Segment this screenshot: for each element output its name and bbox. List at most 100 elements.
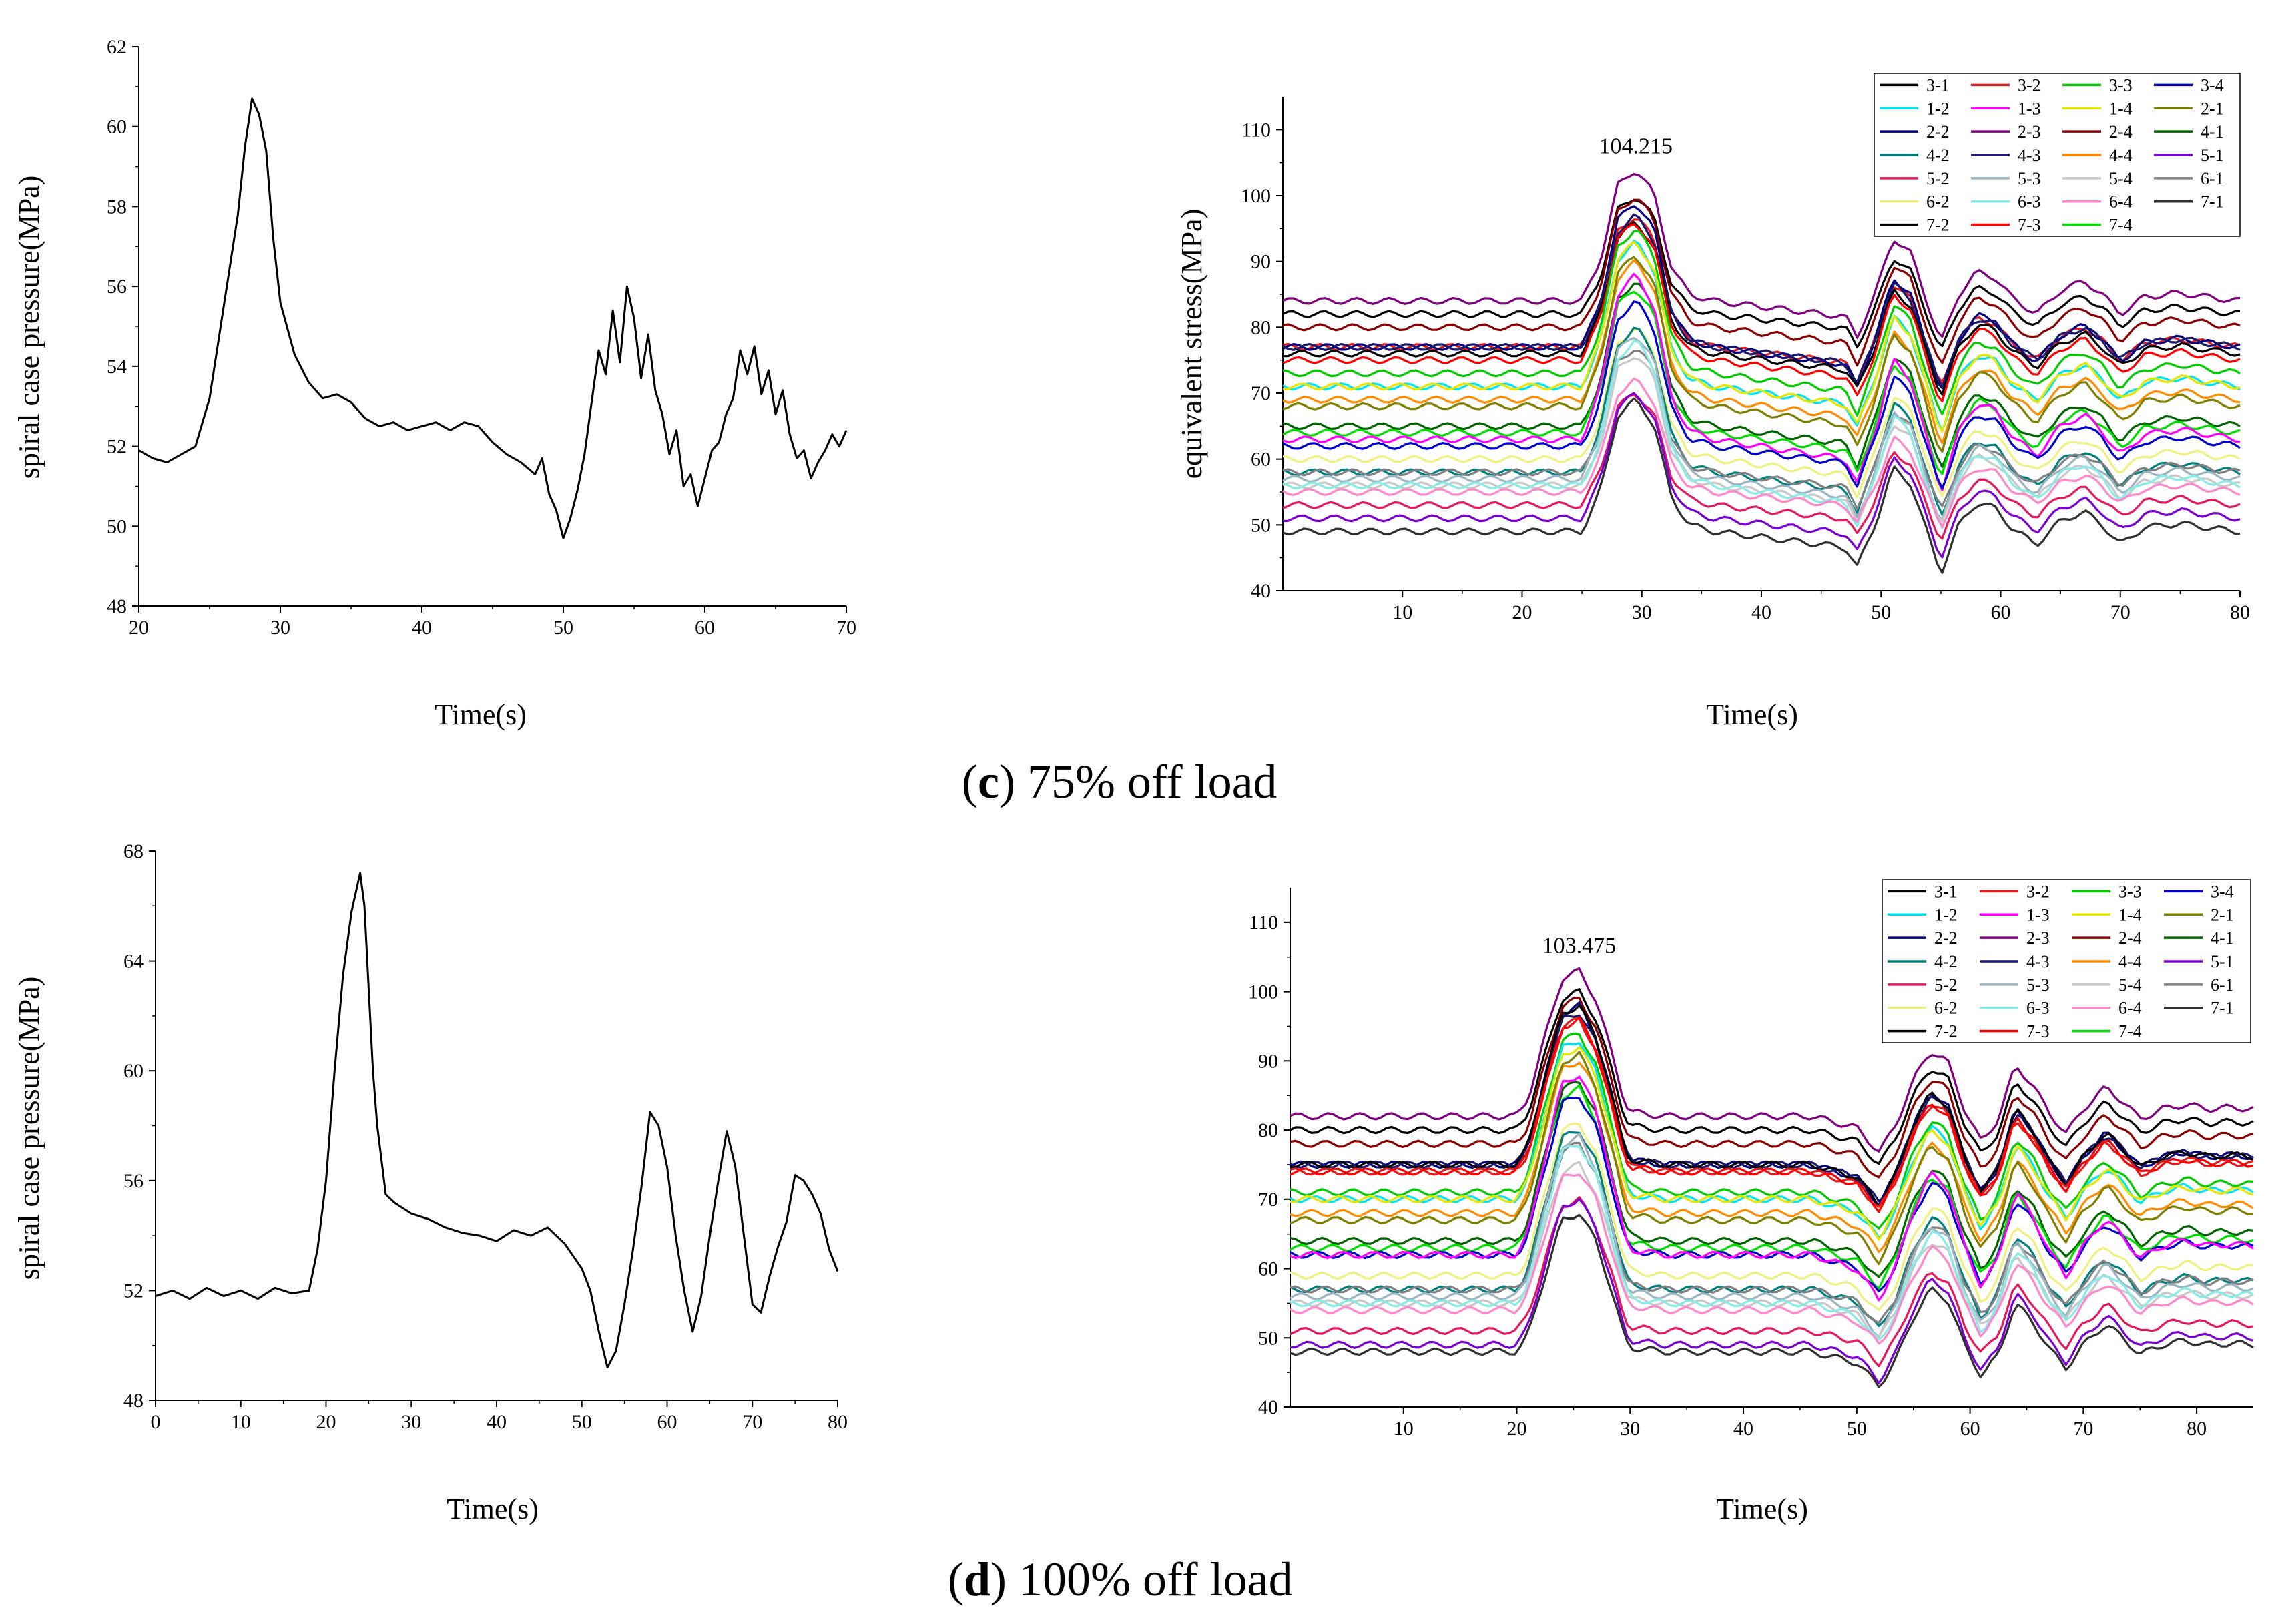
- y-tick-label: 52: [123, 1280, 144, 1302]
- stress-series-line-4-3: [1282, 213, 2241, 389]
- legend-label: 1-2: [1926, 99, 1950, 118]
- legend-label: 4-2: [1926, 146, 1950, 165]
- x-axis-title: Time(s): [1716, 1493, 1808, 1525]
- peak-label: 104.215: [1599, 133, 1673, 158]
- y-tick-label: 100: [1248, 981, 1278, 1003]
- stress-series-line-5-2: [1290, 1196, 2254, 1368]
- x-tick-label: 20: [1507, 1418, 1527, 1440]
- x-tick-label: 40: [487, 1411, 507, 1433]
- legend-label: 2-4: [2109, 122, 2133, 142]
- x-tick-label: 80: [2187, 1418, 2207, 1440]
- legend-label: 5-2: [1934, 975, 1958, 995]
- stress-series-line-2-3: [1290, 967, 2254, 1153]
- legend-label: 3-1: [1926, 75, 1950, 95]
- legend-label: 5-4: [2109, 169, 2133, 188]
- chart-c-stress: 10 20 30 40 50 60 70 80 40 50 60 70 80 90 100 110 Time(s…: [1175, 73, 2250, 731]
- stress-series-line-3-1: [1282, 199, 2241, 349]
- legend-label: 4-1: [2211, 928, 2234, 948]
- legend-label: 4-3: [2026, 952, 2050, 971]
- y-tick-label: 110: [1249, 912, 1278, 934]
- caption-c-letter: c: [977, 755, 999, 808]
- legend-label: 6-3: [2026, 999, 2050, 1018]
- legend-label: 6-4: [2109, 192, 2133, 212]
- legend: 3-1 3-2 3-3 3-4 1-2 1-3 1-4 2-1 2-2 2-3 2-4 4-1 4-2 4…: [1882, 879, 2251, 1043]
- stress-series-line-7-1: [1290, 1213, 2254, 1388]
- y-tick-label: 70: [1251, 382, 1271, 404]
- stress-series-line-3-3: [1282, 230, 2241, 417]
- legend-label: 4-2: [1934, 952, 1958, 971]
- legend-label: 5-4: [2118, 975, 2142, 995]
- stress-series-line-6-3: [1290, 1145, 2254, 1341]
- legend-label: 2-3: [2018, 122, 2041, 142]
- legend-label: 2-3: [2026, 928, 2050, 948]
- legend-label: 6-2: [1926, 192, 1950, 212]
- stress-series-line-7-1: [1282, 397, 2241, 574]
- legend-label: 1-4: [2109, 99, 2133, 118]
- legend-label: 7-1: [2201, 192, 2224, 212]
- stress-series-line-2-3: [1282, 173, 2241, 339]
- x-tick-label: 50: [1871, 601, 1891, 623]
- y-tick-label: 56: [107, 276, 127, 298]
- legend-label: 4-3: [2018, 146, 2041, 165]
- stress-series-line-3-2: [1290, 1017, 2254, 1208]
- x-tick-label: 80: [828, 1411, 848, 1433]
- x-tick-label: 70: [742, 1411, 762, 1433]
- legend-label: 6-1: [2201, 169, 2224, 188]
- stress-series-line-6-4: [1290, 1173, 2254, 1345]
- caption-c-text: 75% off load: [1015, 755, 1277, 808]
- y-axis-title: equivalent stress(MPa): [1175, 209, 1208, 479]
- stress-series-line-6-2: [1290, 1122, 2254, 1311]
- y-tick-label: 48: [107, 595, 127, 617]
- x-tick-label: 50: [553, 617, 573, 639]
- y-tick-label: 50: [107, 515, 127, 537]
- y-tick-label: 50: [1258, 1327, 1278, 1349]
- x-tick-label: 30: [270, 617, 290, 639]
- legend-label: 7-2: [1934, 1022, 1958, 1041]
- stress-series-line-7-3: [1290, 1016, 2254, 1213]
- legend-label: 5-2: [1926, 169, 1950, 188]
- stress-series-line-4-4: [1290, 1061, 2254, 1254]
- legend-label: 3-4: [2211, 882, 2234, 901]
- stress-series-line-2-4: [1282, 198, 2241, 367]
- legend-label: 2-4: [2118, 928, 2142, 948]
- y-tick-label: 40: [1258, 1396, 1278, 1418]
- y-tick-label: 52: [107, 436, 127, 458]
- stress-series-line-7-4: [1282, 290, 2241, 475]
- x-tick-label: 40: [1751, 601, 1771, 623]
- legend-label: 2-2: [1934, 928, 1958, 948]
- x-tick-label: 70: [836, 617, 856, 639]
- x-tick-label: 50: [572, 1411, 592, 1433]
- stress-series-line-7-2: [1282, 221, 2241, 396]
- stress-series-line-6-4: [1282, 377, 2241, 528]
- legend-label: 7-4: [2118, 1022, 2142, 1041]
- stress-series-line-7-2: [1290, 1004, 2254, 1208]
- legend-label: 3-1: [1934, 882, 1958, 901]
- x-tick-label: 20: [316, 1411, 336, 1433]
- stress-series-line-2-4: [1290, 996, 2254, 1179]
- x-tick-label: 30: [401, 1411, 421, 1433]
- legend-label: 4-1: [2201, 122, 2224, 142]
- y-tick-label: 80: [1258, 1119, 1278, 1141]
- x-tick-label: 60: [1960, 1418, 1980, 1440]
- x-tick-label: 40: [1733, 1418, 1753, 1440]
- x-tick-label: 30: [1620, 1418, 1640, 1440]
- stress-series-line-1-3: [1290, 1075, 2254, 1302]
- stress-series-line-6-2: [1282, 328, 2241, 499]
- y-tick-label: 50: [1251, 514, 1271, 536]
- stress-series-line-2-1: [1282, 256, 2241, 453]
- legend-label: 6-1: [2211, 975, 2234, 995]
- legend-label: 7-1: [2211, 999, 2234, 1018]
- stress-series-line-5-1: [1290, 1198, 2254, 1384]
- legend-label: 2-1: [2211, 905, 2234, 924]
- x-tick-label: 80: [2230, 601, 2250, 623]
- legend-label: 1-2: [1934, 905, 1958, 924]
- y-tick-label: 40: [1251, 580, 1271, 602]
- caption-c: (c) 75% off load: [962, 755, 1277, 808]
- y-tick-label: 70: [1258, 1189, 1278, 1211]
- legend-label: 3-3: [2118, 882, 2142, 901]
- y-tick-label: 60: [107, 116, 127, 138]
- y-tick-label: 110: [1241, 119, 1271, 141]
- y-tick-label: 68: [123, 840, 144, 862]
- y-tick-label: 60: [123, 1060, 144, 1082]
